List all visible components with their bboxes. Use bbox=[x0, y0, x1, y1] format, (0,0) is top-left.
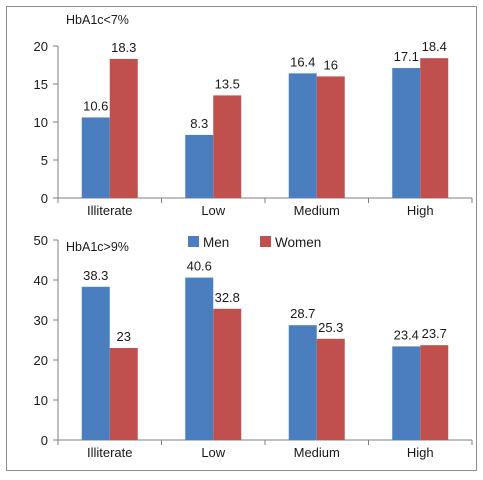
panel2-title: HbA1c>9% bbox=[66, 240, 129, 254]
panel2-data-label-women: 23.7 bbox=[422, 326, 447, 341]
panel1-title: HbA1c<7% bbox=[66, 13, 129, 27]
legend-swatch-men bbox=[188, 236, 199, 247]
legend-label-women: Women bbox=[275, 235, 321, 250]
panel2-category-label: Low bbox=[201, 445, 225, 460]
panel2-data-label-women: 32.8 bbox=[215, 290, 240, 305]
panel1-data-label-men: 8.3 bbox=[190, 116, 208, 131]
panel2-bar-men bbox=[81, 286, 110, 440]
panel1-bar-women bbox=[420, 58, 449, 198]
panel2-category-label: Medium bbox=[294, 445, 340, 460]
panel2-data-label-men: 40.6 bbox=[187, 259, 212, 274]
panel1-data-label-women: 18.3 bbox=[111, 40, 136, 55]
panel2-y-tick-label: 10 bbox=[34, 393, 48, 408]
panel1-category-label: Illiterate bbox=[87, 203, 133, 218]
panel1-category-label: Medium bbox=[294, 203, 340, 218]
panel2-y-tick-label: 30 bbox=[34, 313, 48, 328]
panel2-bar-women bbox=[109, 348, 138, 440]
panel2-y-tick-label: 50 bbox=[34, 233, 48, 248]
panel1-bar-women bbox=[109, 58, 138, 198]
panel2-data-label-women: 25.3 bbox=[318, 320, 343, 335]
panel1-y-tick-label: 20 bbox=[34, 39, 48, 54]
panel2-y-tick-label: 20 bbox=[34, 353, 48, 368]
panel1-y-tick-label: 0 bbox=[41, 191, 48, 206]
legend-swatch-women bbox=[260, 236, 271, 247]
panel2-category-label: High bbox=[407, 445, 434, 460]
panel2-data-label-men: 28.7 bbox=[290, 306, 315, 321]
panel2-y-tick-label: 0 bbox=[41, 433, 48, 448]
figure-frame bbox=[6, 6, 477, 471]
panel1-data-label-men: 16.4 bbox=[290, 54, 315, 69]
panel2-bar-men bbox=[288, 325, 317, 440]
panel1-bar-men bbox=[392, 68, 421, 198]
panel1-data-label-women: 18.4 bbox=[422, 39, 447, 54]
panel2-data-label-women: 23 bbox=[117, 329, 131, 344]
panel1-y-tick-label: 15 bbox=[34, 77, 48, 92]
panel2-y-tick-label: 40 bbox=[34, 273, 48, 288]
panel2-category-label: Illiterate bbox=[87, 445, 133, 460]
panel1-bar-women bbox=[316, 76, 345, 198]
panel1-bar-men bbox=[288, 73, 317, 198]
panel2-data-label-men: 38.3 bbox=[83, 268, 108, 283]
panel1-bar-men bbox=[185, 134, 214, 198]
panel2-bar-women bbox=[316, 338, 345, 440]
panel1-y-tick-label: 10 bbox=[34, 115, 48, 130]
panel2-bar-women bbox=[213, 308, 242, 440]
panel2-bar-women bbox=[420, 345, 449, 440]
panel1-data-label-women: 16 bbox=[324, 57, 338, 72]
panel1-y-tick-label: 5 bbox=[41, 153, 48, 168]
legend-label-men: Men bbox=[203, 235, 229, 250]
panel1-category-label: High bbox=[407, 203, 434, 218]
panel1-data-label-men: 10.6 bbox=[83, 98, 108, 113]
panel2-bar-men bbox=[185, 277, 214, 440]
panel1-bar-women bbox=[213, 95, 242, 198]
panel1-data-label-women: 13.5 bbox=[215, 76, 240, 91]
panel2-bar-men bbox=[392, 346, 421, 440]
panel1-data-label-men: 17.1 bbox=[394, 49, 419, 64]
panel1-category-label: Low bbox=[201, 203, 225, 218]
panel1-bar-men bbox=[81, 117, 110, 198]
panel2-data-label-men: 23.4 bbox=[394, 327, 419, 342]
